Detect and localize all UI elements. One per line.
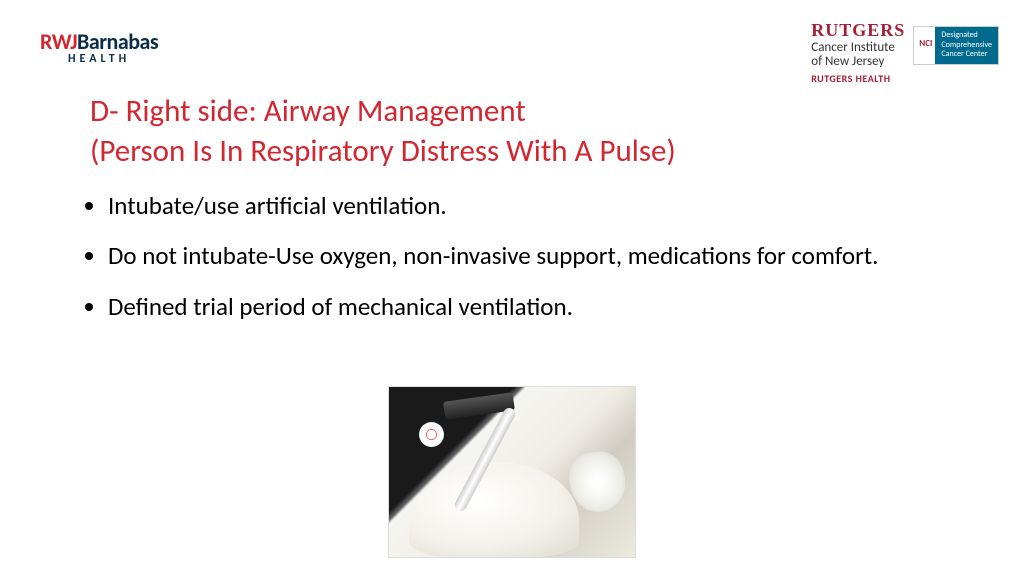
- slide-title: D- Right side: Airway Management (Person…: [90, 91, 984, 172]
- rutgers-logo-group: RUTGERS Cancer Institute of New Jersey R…: [811, 20, 999, 85]
- nci-right-block: Designated Comprehensive Cancer Center: [935, 27, 998, 64]
- title-line2: (Person Is In Respiratory Distress With …: [90, 131, 984, 171]
- rutgers-name: RUTGERS: [811, 20, 905, 41]
- rutgers-sub-line2: of New Jersey: [811, 55, 905, 69]
- rwj-barnabas-logo: RWJBarnabas HEALTH: [40, 28, 158, 67]
- nci-line3: Cancer Center: [941, 50, 992, 60]
- nci-badge: NCI Designated Comprehensive Cancer Cent…: [913, 26, 999, 65]
- bullet-list: Intubate/use artificial ventilation. Do …: [90, 188, 964, 339]
- barnabas-text: Barnabas: [77, 28, 158, 55]
- rutgers-sub-line1: Cancer Institute: [811, 41, 905, 55]
- rwj-text: RWJ: [40, 28, 77, 55]
- list-item: Do not intubate-Use oxygen, non-invasive…: [108, 238, 964, 274]
- list-item: Defined trial period of mechanical venti…: [108, 289, 964, 325]
- list-item: Intubate/use artificial ventilation.: [108, 188, 964, 224]
- slide: RWJBarnabas HEALTH RUTGERS Cancer Instit…: [0, 0, 1024, 576]
- image-container: [0, 386, 1024, 558]
- header: RWJBarnabas HEALTH RUTGERS Cancer Instit…: [40, 20, 999, 80]
- nci-left-text: NCI: [914, 27, 935, 64]
- medical-equipment-photo: [388, 386, 636, 558]
- title-line1: D- Right side: Airway Management: [90, 91, 984, 131]
- rutgers-health-text: RUTGERS HEALTH: [811, 72, 905, 85]
